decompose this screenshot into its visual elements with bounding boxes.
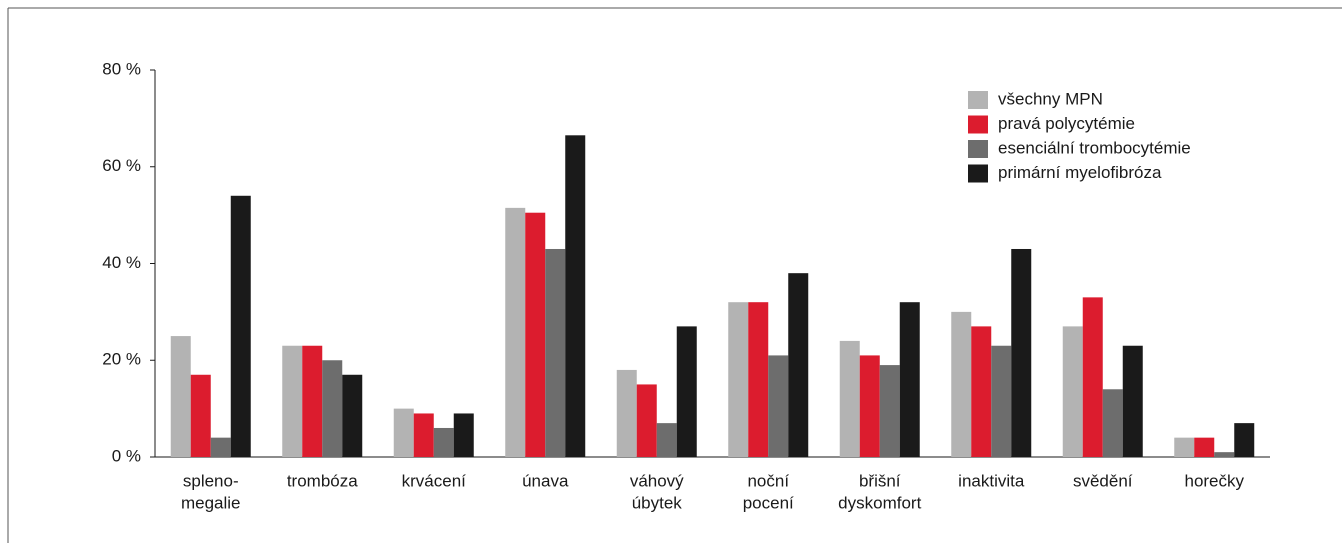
bar [1011,248,1032,457]
x-tick-label: únava [522,471,569,490]
x-tick-label: megalie [181,493,241,512]
x-tick-label: horečky [1184,471,1244,490]
legend-label: všechny MPN [998,89,1103,108]
bar [656,423,677,457]
bar [768,355,789,457]
x-tick-label: inaktivita [958,471,1025,490]
bar [728,302,749,457]
bar [899,302,920,457]
bar [676,326,697,457]
legend-swatch [968,91,988,109]
bar [1102,389,1123,457]
x-tick-label: noční [747,471,789,490]
bar [991,345,1012,457]
x-tick-label: spleno- [183,471,239,490]
bar [1122,345,1143,457]
x-tick-label: pocení [743,493,794,512]
y-tick-label: 40 % [102,253,141,272]
legend-label: primární myelofibróza [998,163,1162,182]
legend-label: pravá polycytémie [998,114,1135,133]
bar [1174,437,1195,457]
bar [413,413,434,457]
bar [859,355,880,457]
bar [1214,452,1235,457]
bar [616,369,637,457]
legend-swatch [968,115,988,134]
x-tick-label: váhový [630,471,684,490]
bar [210,437,231,457]
bar [1234,423,1255,457]
bar [839,340,860,457]
bar [788,273,809,457]
bar [230,195,251,457]
y-tick-label: 0 % [112,446,141,465]
bar [971,326,992,457]
y-tick-label: 60 % [102,156,141,175]
x-tick-label: dyskomfort [838,493,921,512]
legend-swatch [968,164,988,183]
y-tick-label: 80 % [102,59,141,78]
bar [525,212,546,457]
bar [302,345,323,457]
bar [1194,437,1215,457]
bar [190,374,211,457]
bar [565,135,586,457]
bar [1082,297,1103,457]
bar [951,311,972,457]
bar [170,336,191,457]
bar [1062,326,1083,457]
y-tick-label: 20 % [102,350,141,369]
bar [505,207,526,457]
bar [282,345,303,457]
x-tick-label: úbytek [632,493,683,512]
bar [545,248,566,457]
bar [453,413,474,457]
legend-label: esenciální trombocytémie [998,138,1191,157]
x-tick-label: břišní [859,471,901,490]
bar [879,365,900,457]
bar [342,374,363,457]
bar [636,384,657,457]
x-tick-label: trombóza [287,471,358,490]
legend-swatch [968,140,988,158]
bar [433,427,454,457]
bar [748,302,769,457]
x-tick-label: svědění [1073,471,1133,490]
bar [322,360,343,457]
x-tick-label: krvácení [402,471,467,490]
bar [393,408,414,457]
